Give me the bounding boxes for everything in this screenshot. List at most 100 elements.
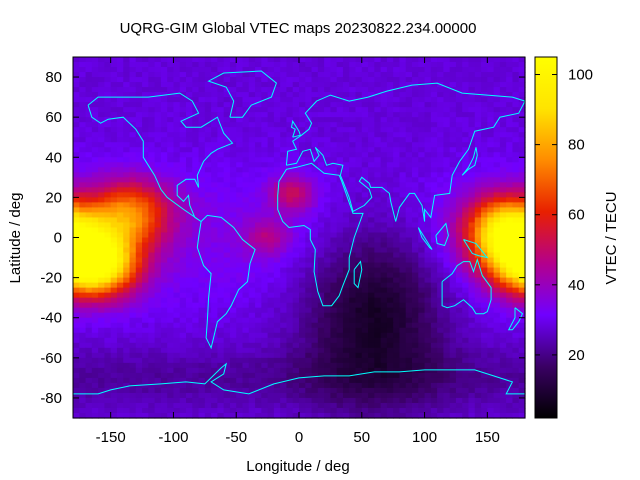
heat-cell [499,367,507,374]
heat-cell [393,357,401,364]
heat-cell [430,372,438,379]
heat-cell [261,272,269,279]
heat-cell [267,307,275,314]
heat-cell [242,127,250,133]
heat-cell [248,232,256,239]
heat-cell [462,232,470,239]
heat-cell [142,222,149,229]
heat-cell [198,387,206,394]
heat-cell [481,297,488,304]
heat-cell [204,92,212,98]
heat-cell [116,97,124,103]
heat-cell [342,352,350,359]
heat-cell [468,352,476,359]
heat-cell [330,197,338,203]
heat-cell [85,77,93,83]
heat-cell [167,182,175,188]
heat-cell [386,242,394,249]
heat-cell [487,182,495,188]
heat-cell [204,152,212,158]
heat-cell [330,257,338,264]
heat-cell [311,377,319,384]
heat-cell [462,207,470,214]
heat-cell [393,297,401,304]
heat-cell [380,252,388,259]
heat-cell [242,62,250,68]
heat-cell [123,337,131,344]
heat-cell [173,132,181,138]
heat-cell [211,327,218,334]
heat-cell [506,262,514,269]
heat-cell [324,137,331,143]
heat-cell [79,172,87,178]
heat-cell [481,252,488,259]
heat-cell [229,207,237,214]
heat-cell [110,162,118,168]
heat-cell [393,107,401,113]
heat-cell [79,382,87,389]
heat-cell [342,107,350,113]
heat-cell [154,397,162,404]
heat-cell [85,322,93,329]
heat-cell [229,402,237,409]
heat-cell [73,107,80,113]
heat-cell [110,92,118,98]
heat-cell [154,352,162,359]
heat-cell [255,252,262,259]
heat-cell [85,347,93,354]
heat-cell [386,367,394,374]
heat-cell [104,232,112,239]
heat-cell [223,382,231,389]
heat-cell [311,172,319,178]
heat-cell [393,382,401,389]
heat-cell [361,207,369,214]
heat-cell [418,112,426,118]
heat-cell [73,197,80,203]
heat-cell [211,197,218,203]
heat-cell [336,112,344,118]
heat-cell [386,187,394,193]
heat-cell [116,262,124,269]
heat-cell [299,347,306,354]
heat-cell [418,267,426,274]
heat-cell [211,302,218,309]
heat-cell [85,167,93,173]
heat-cell [455,202,463,209]
heat-cell [85,222,93,229]
heat-cell [167,72,175,78]
heat-cell [286,377,294,384]
heat-cell [267,82,275,88]
heat-cell [493,162,501,168]
heat-cell [167,242,175,249]
heat-cell [255,62,262,68]
heat-cell [311,327,319,334]
heat-cell [493,97,501,103]
heat-cell [192,152,200,158]
heat-cell [437,137,444,143]
heat-cell [355,182,363,188]
heat-cell [399,102,407,108]
heat-cell [186,347,193,354]
heat-cell [474,157,482,163]
heat-cell [167,372,175,379]
heat-cell [380,107,388,113]
heat-cell [368,162,375,168]
heat-cell [499,332,507,339]
heat-cell [399,222,407,229]
heat-cell [424,292,432,299]
heat-cell [211,117,218,123]
heat-cell [518,257,526,264]
heat-cell [267,347,275,354]
heat-cell [110,97,118,103]
heat-cell [374,237,382,244]
heat-cell [116,157,124,163]
heat-cell [430,112,438,118]
heat-cell [135,87,143,93]
heat-cell [474,107,482,113]
heat-cell [217,282,225,289]
heat-cell [148,147,156,153]
heat-cell [273,152,281,158]
heat-cell [393,327,401,334]
heat-cell [186,282,193,289]
heat-cell [160,247,168,254]
